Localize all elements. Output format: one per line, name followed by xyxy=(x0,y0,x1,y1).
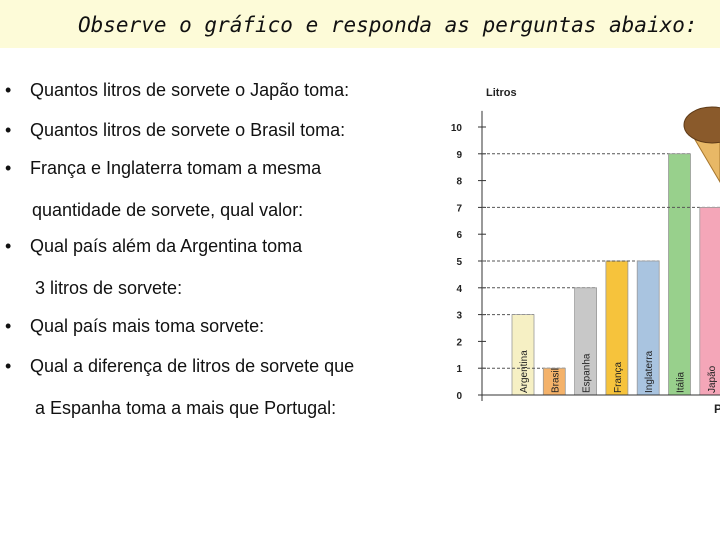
y-tick-label: 3 xyxy=(456,311,462,322)
question-text: Quantos litros de sorvete o Japão toma: xyxy=(30,80,350,100)
y-tick-label: 0 xyxy=(456,391,462,402)
y-tick-label: 4 xyxy=(456,284,462,295)
scoop-shape xyxy=(683,106,720,144)
question-bullet: • xyxy=(5,316,12,336)
bar-label: Inglaterra xyxy=(644,350,655,393)
y-tick-label: 8 xyxy=(456,177,462,188)
bar-label: França xyxy=(613,361,624,393)
y-tick-label: 6 xyxy=(456,230,462,241)
page-title: Observe o gráfico e responda as pergunta… xyxy=(78,13,698,37)
ice-cream-icon xyxy=(683,106,720,183)
title-banner: Observe o gráfico e responda as pergunta… xyxy=(0,0,720,48)
question-bullet: • xyxy=(5,80,12,100)
bar-itália xyxy=(668,153,691,396)
question-text: Qual a diferença de litros de sorvete qu… xyxy=(30,356,355,376)
bar-label: Japão xyxy=(707,365,718,393)
y-tick-label: 1 xyxy=(456,364,462,375)
y-tick-label: 5 xyxy=(456,257,462,268)
bar-label: Itália xyxy=(676,371,687,393)
y-tick-label: 2 xyxy=(456,337,462,348)
question-text: 3 litros de sorvete: xyxy=(35,278,183,298)
question-text: França e Inglaterra tomam a mesma xyxy=(30,158,322,178)
y-tick-label: 10 xyxy=(451,123,463,134)
question-list: • Quantos litros de sorvete o Japão toma:… xyxy=(5,80,355,418)
question-bullet: • xyxy=(5,120,12,140)
y-tick-label: 7 xyxy=(456,203,462,214)
question-text: Qual país mais toma sorvete: xyxy=(30,316,265,336)
bar-chart: Litros 0 1 2 3 4 5 6 7 8 9 10 Argentina Brasil Espanha… xyxy=(451,87,720,415)
question-bullet: • xyxy=(5,356,12,376)
question-bullet: • xyxy=(5,158,12,178)
y-tick-label: 9 xyxy=(456,150,462,161)
question-text: Quantos litros de sorvete o Brasil toma: xyxy=(30,120,346,140)
question-text: Qual país além da Argentina toma xyxy=(30,236,303,256)
question-text: quantidade de sorvete, qual valor: xyxy=(32,200,304,220)
question-bullet: • xyxy=(5,236,12,256)
bar-label: Brasil xyxy=(550,368,561,393)
bar-label: Espanha xyxy=(582,353,593,393)
bar-label: Argentina xyxy=(519,350,530,393)
x-axis-label: P xyxy=(714,402,720,415)
cone-shape xyxy=(693,137,720,183)
question-text: a Espanha toma a mais que Portugal: xyxy=(35,398,337,418)
y-axis-label: Litros xyxy=(486,87,517,99)
